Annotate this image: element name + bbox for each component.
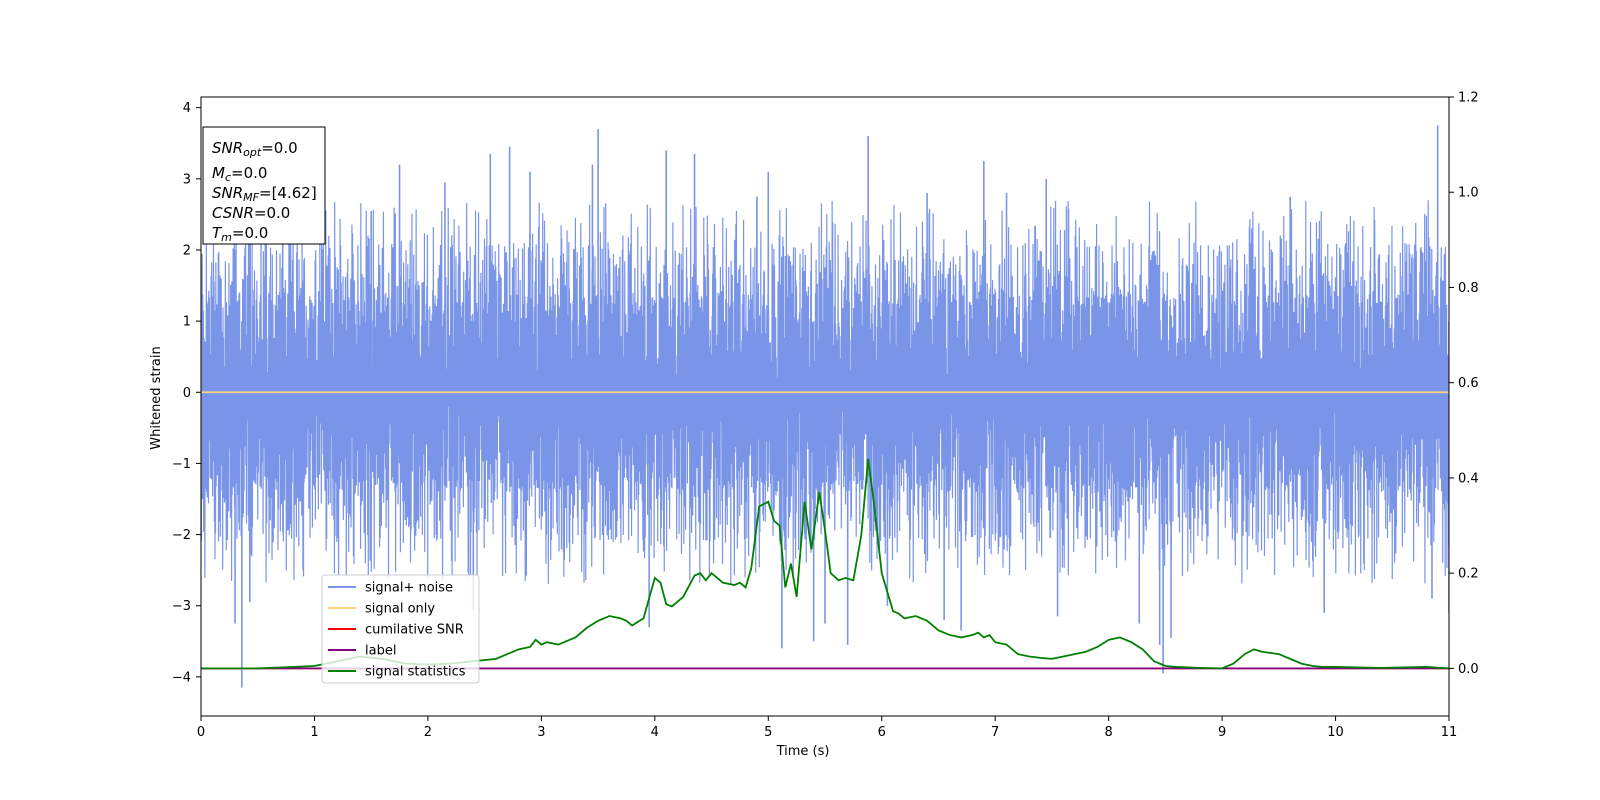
series-signal-noise	[201, 200, 1449, 585]
info-row-subscript: MF	[243, 191, 259, 204]
info-row-subscript: opt	[243, 146, 262, 159]
axes-frame	[200, 96, 1450, 717]
axes: 0 1 2 3 4 5 6 7 8 9 10 11 −4 −3 −2 −1 0 1 2 3 4 0.0 0.2 0.4 0.6 0…	[172, 91, 1479, 741]
info-row-symbol: SNR	[212, 139, 243, 157]
info-row-symbol: M	[212, 164, 225, 182]
info-box-text: SNRopt=0.0Mc=0.0SNRMF=[4.62]CSNR=0.0Tm=0…	[212, 139, 317, 244]
x-tick-label: 9	[1218, 725, 1226, 740]
y2-tick-label: 0.0	[1458, 662, 1479, 677]
x-tick-label: 1	[310, 725, 318, 740]
x-tick-label: 5	[764, 725, 772, 740]
legend-label: signal only	[365, 602, 435, 617]
info-row-symbol: SNR	[212, 184, 243, 202]
info-row-subscript: c	[225, 171, 231, 184]
y2-tick-label: 1.2	[1458, 91, 1479, 106]
x-tick-label: 8	[1104, 725, 1112, 740]
legend-label: label	[365, 644, 396, 659]
info-row-value: =0.0	[261, 139, 297, 157]
info-row-subscript: m	[221, 231, 232, 244]
info-row-value: =[4.62]	[259, 184, 317, 202]
y-tick-label: 3	[183, 172, 191, 187]
x-axis-label: Time (s)	[776, 744, 830, 759]
x-tick-label: 11	[1441, 725, 1458, 740]
legend-label: signal+ noise	[365, 581, 453, 596]
y-tick-label: 1	[183, 315, 191, 330]
y-tick-label: 4	[183, 101, 191, 116]
y-axis-label: Whitened strain	[149, 346, 164, 449]
info-row: CSNR=0.0	[212, 204, 290, 222]
y-tick-label: 0	[183, 386, 191, 401]
x-tick-label: 7	[991, 725, 999, 740]
info-box	[202, 126, 326, 245]
info-row: SNRopt=0.0	[212, 139, 298, 159]
legend-box	[321, 574, 480, 684]
series-signal-statistics	[201, 458, 1449, 670]
x-tick-label: 3	[537, 725, 545, 740]
y2-tick-label: 0.8	[1458, 281, 1479, 296]
x-tick-label: 2	[424, 725, 432, 740]
x-tick-label: 6	[878, 725, 886, 740]
legend: signal+ noise signal only cumilative SNR la…	[321, 574, 480, 684]
x-tick-label: 0	[197, 725, 205, 740]
y2-tick-label: 0.2	[1458, 567, 1479, 582]
y-tick-label: −1	[172, 457, 191, 472]
info-row: Tm=0.0	[212, 224, 268, 244]
y-tick-label: 2	[183, 243, 191, 258]
x-tick-label: 10	[1327, 725, 1344, 740]
x-tick-label: 4	[651, 725, 659, 740]
info-row-value: =0.0	[232, 224, 268, 242]
info-row: SNRMF=[4.62]	[212, 184, 317, 204]
info-row-symbol: T	[212, 224, 223, 242]
y2-tick-label: 1.0	[1458, 186, 1479, 201]
legend-label: signal statistics	[365, 665, 466, 680]
y-tick-label: −2	[172, 528, 191, 543]
info-row-value: =0.0	[254, 204, 290, 222]
y2-tick-label: 0.4	[1458, 471, 1479, 486]
info-row-value: =0.0	[231, 164, 267, 182]
y-tick-label: −3	[172, 599, 191, 614]
y-tick-label: −4	[172, 670, 191, 685]
info-row-symbol: CSNR	[212, 204, 254, 222]
info-row: Mc=0.0	[212, 164, 267, 184]
legend-label: cumilative SNR	[365, 623, 464, 638]
y2-tick-label: 0.6	[1458, 376, 1479, 391]
